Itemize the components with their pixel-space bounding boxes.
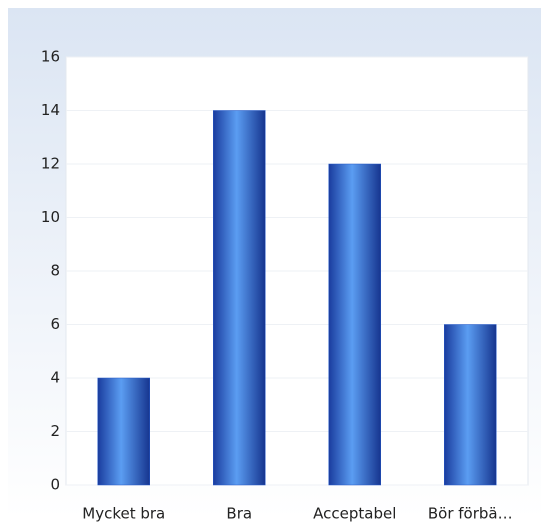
y-tick-label: 8 xyxy=(50,262,60,280)
y-tick-label: 14 xyxy=(41,101,60,119)
x-tick-label: Bör förbä… xyxy=(428,505,513,523)
y-tick-label: 10 xyxy=(41,208,60,226)
y-tick-label: 4 xyxy=(50,369,60,387)
y-tick-label: 2 xyxy=(50,422,60,440)
x-tick-label: Bra xyxy=(226,505,252,523)
bar xyxy=(328,163,381,486)
y-tick-label: 0 xyxy=(50,476,60,494)
y-tick-label: 6 xyxy=(50,315,60,333)
y-tick-label: 12 xyxy=(41,155,60,173)
x-tick-label: Mycket bra xyxy=(82,505,165,523)
bar xyxy=(213,110,266,486)
y-tick-label: 16 xyxy=(41,48,60,66)
bar xyxy=(97,377,150,486)
bar xyxy=(444,324,497,486)
x-tick-label: Acceptabel xyxy=(313,505,396,523)
